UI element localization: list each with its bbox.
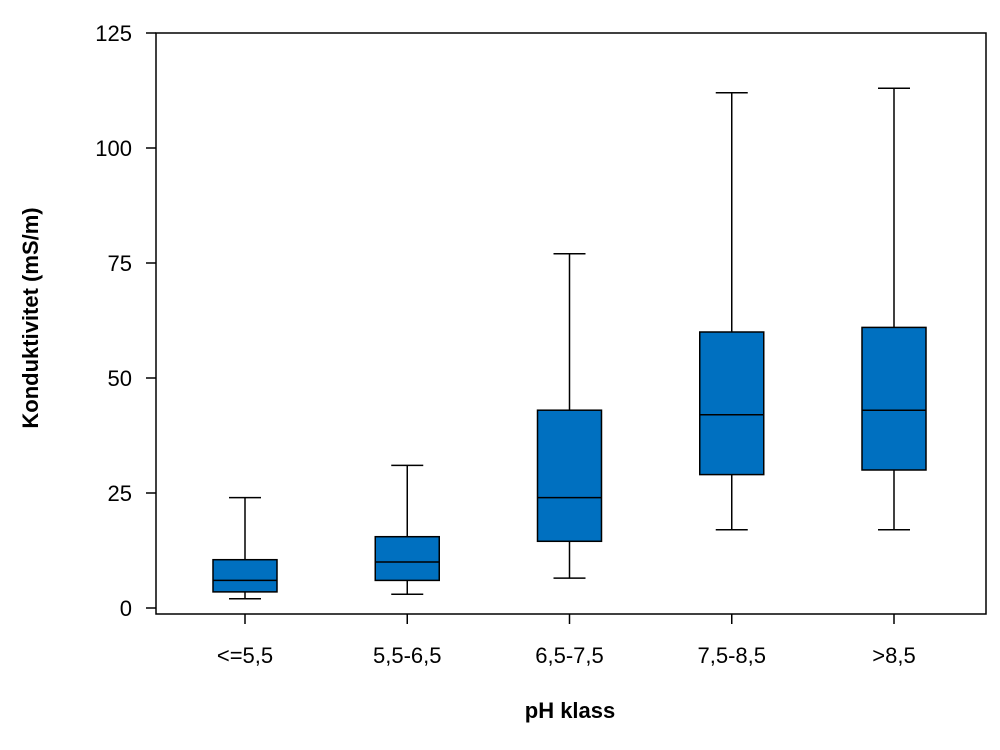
- y-tick-label-3: 75: [108, 251, 132, 276]
- y-tick-label-5: 125: [95, 21, 132, 46]
- plot-frame: [155, 32, 987, 615]
- box-iqr: [861, 326, 927, 471]
- y-tick-label-4: 100: [95, 136, 132, 161]
- y-tick-label-1: 25: [108, 481, 132, 506]
- x-axis: <=5,5 5,5-6,5 6,5-7,5 7,5-8,5 >8,5: [217, 614, 916, 668]
- box-1: [374, 464, 440, 595]
- x-tick-label-0: <=5,5: [217, 643, 273, 668]
- x-tick-label-4: >8,5: [872, 643, 915, 668]
- y-tick-label-0: 0: [120, 596, 132, 621]
- box-2: [536, 253, 603, 579]
- x-axis-title: pH klass: [525, 698, 616, 723]
- box-iqr: [699, 331, 765, 476]
- box-iqr: [212, 558, 278, 593]
- x-tick-label-1: 5,5-6,5: [373, 643, 442, 668]
- x-tick-label-3: 7,5-8,5: [698, 643, 767, 668]
- box-3: [699, 92, 765, 531]
- boxes: [212, 87, 927, 600]
- y-axis: 0 25 50 75 100 125: [95, 21, 156, 621]
- y-tick-label-2: 50: [108, 366, 132, 391]
- box-iqr: [536, 409, 603, 543]
- y-axis-title: Konduktivitet (mS/m): [18, 207, 43, 428]
- box-iqr: [374, 535, 440, 582]
- box-0: [212, 496, 278, 600]
- box-4: [861, 87, 927, 531]
- x-tick-label-2: 6,5-7,5: [535, 643, 604, 668]
